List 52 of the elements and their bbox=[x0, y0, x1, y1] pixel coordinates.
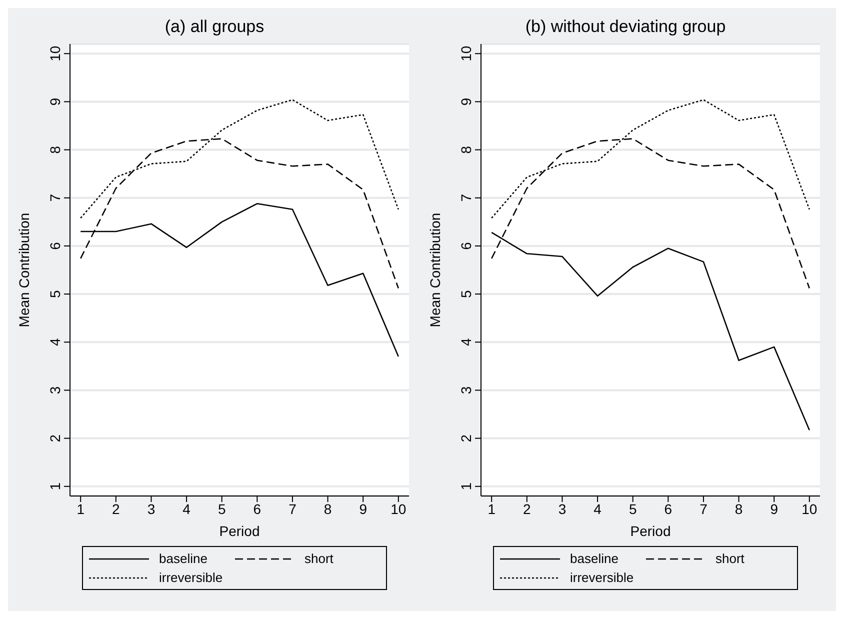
y-tick-label: 3 bbox=[47, 386, 63, 394]
legend-label: short bbox=[304, 551, 334, 566]
x-axis-title: Period bbox=[630, 523, 671, 539]
x-tick-label: 6 bbox=[253, 500, 262, 517]
x-tick-label: 9 bbox=[770, 500, 778, 517]
y-tick-label: 10 bbox=[458, 46, 474, 62]
y-tick-label: 4 bbox=[458, 338, 474, 346]
y-axis-title: Mean Contribution bbox=[426, 212, 443, 328]
x-tick-label: 10 bbox=[802, 500, 818, 517]
legend-label: irreversible bbox=[570, 570, 634, 585]
y-tick-label: 6 bbox=[458, 242, 474, 250]
y-tick-label: 3 bbox=[458, 386, 474, 394]
y-tick-label: 6 bbox=[47, 242, 63, 250]
x-tick-label: 10 bbox=[390, 500, 406, 517]
x-tick-label: 6 bbox=[664, 500, 672, 517]
x-tick-label: 7 bbox=[700, 500, 708, 517]
x-tick-label: 7 bbox=[288, 500, 297, 517]
x-tick-label: 3 bbox=[147, 500, 156, 517]
y-tick-label: 7 bbox=[47, 194, 63, 202]
legend-label: baseline bbox=[570, 551, 618, 566]
x-tick-label: 2 bbox=[523, 500, 532, 517]
x-tick-label: 8 bbox=[734, 500, 743, 517]
y-tick-label: 1 bbox=[47, 482, 63, 490]
x-tick-label: 3 bbox=[558, 500, 566, 517]
y-tick-label: 7 bbox=[458, 194, 474, 202]
y-tick-label: 8 bbox=[458, 146, 474, 154]
chart-title: (a) all groups bbox=[164, 16, 266, 38]
x-axis-title: Period bbox=[219, 523, 260, 539]
x-tick-label: 8 bbox=[324, 500, 332, 517]
x-tick-label: 5 bbox=[218, 500, 226, 517]
y-tick-label: 5 bbox=[47, 290, 63, 298]
y-tick-label: 2 bbox=[458, 434, 474, 442]
chart-title: (b) without deviating group bbox=[524, 16, 727, 38]
y-tick-label: 1 bbox=[458, 482, 474, 490]
x-tick-label: 4 bbox=[594, 500, 602, 517]
y-tick-label: 4 bbox=[47, 338, 63, 346]
y-tick-label: 9 bbox=[458, 98, 474, 106]
x-tick-label: 1 bbox=[76, 500, 85, 517]
legend-label: baseline bbox=[159, 551, 208, 566]
x-tick-label: 5 bbox=[628, 500, 637, 517]
legend-label: short bbox=[716, 551, 744, 566]
y-tick-label: 5 bbox=[458, 290, 474, 298]
y-tick-label: 10 bbox=[47, 46, 63, 62]
x-tick-label: 9 bbox=[359, 500, 368, 517]
y-axis-title: Mean Contribution bbox=[16, 212, 32, 328]
x-tick-label: 2 bbox=[112, 500, 120, 517]
y-tick-label: 9 bbox=[47, 98, 63, 106]
y-tick-label: 2 bbox=[47, 434, 63, 442]
y-tick-label: 8 bbox=[47, 146, 63, 154]
legend-label: irreversible bbox=[159, 570, 223, 585]
x-tick-label: 4 bbox=[182, 500, 191, 517]
x-tick-label: 1 bbox=[488, 500, 496, 517]
